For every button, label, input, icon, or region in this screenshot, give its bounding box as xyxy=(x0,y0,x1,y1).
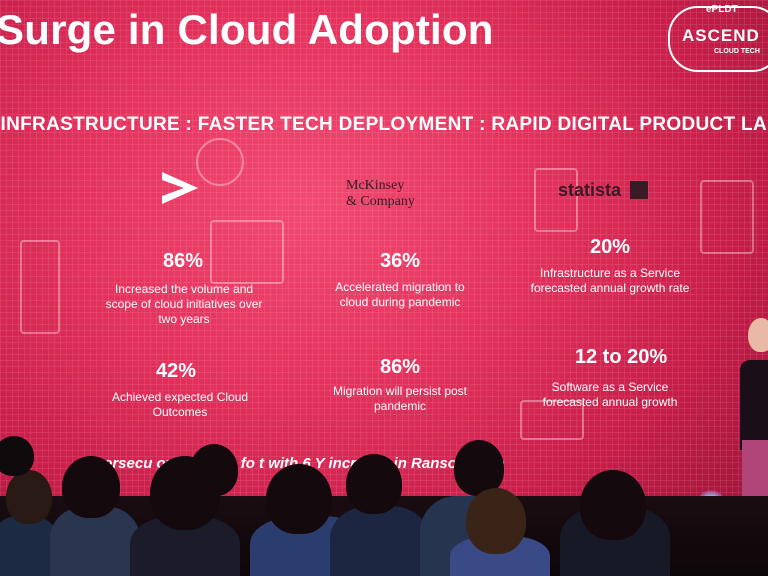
audience-head xyxy=(466,488,526,554)
audience-head xyxy=(190,444,238,496)
stat-value: 36% xyxy=(379,250,421,272)
stat-value: 86% xyxy=(379,356,421,378)
mckinsey-logo: McKinsey & Company xyxy=(346,178,415,210)
stat-value: 42% xyxy=(155,360,197,382)
audience-member xyxy=(330,506,430,576)
phone-icon xyxy=(20,240,60,334)
speaker-head xyxy=(748,318,768,352)
stat-description: Accelerated migration to cloud during pa… xyxy=(335,280,465,309)
stat-description: Achieved expected Cloud Outcomes xyxy=(111,390,249,419)
stat-description: Migration will persist post pandemic xyxy=(332,384,468,413)
mckinsey-line2: & Company xyxy=(346,194,415,209)
statista-logo: statista xyxy=(558,180,649,201)
audience-head xyxy=(346,454,402,514)
logo-main-text: ASCEND xyxy=(682,26,760,45)
slide-tagline: E INFRASTRUCTURE : FASTER TECH DEPLOYMEN… xyxy=(0,114,768,135)
stat-description: Software as a Service forecasted annual … xyxy=(542,380,678,409)
cloud-icon xyxy=(700,180,754,254)
stat-description: Infrastructure as a Service forecasted a… xyxy=(530,266,690,295)
coins-icon xyxy=(196,138,244,186)
logo-sub-text: CLOUD TECH xyxy=(714,48,760,55)
audience-head xyxy=(580,470,646,540)
speaker-skirt xyxy=(742,440,768,506)
stat-description: Increased the volume and scope of cloud … xyxy=(105,282,263,326)
audience-head xyxy=(454,440,504,496)
mckinsey-line1: McKinsey xyxy=(346,178,405,193)
audience xyxy=(0,436,768,576)
logo-top-text: ePLDT xyxy=(706,4,738,15)
accenture-logo xyxy=(162,172,198,204)
stat-value: 20% xyxy=(589,236,631,258)
audience-head xyxy=(266,464,332,534)
store-icon xyxy=(210,220,284,284)
audience-head xyxy=(6,470,52,524)
stat-value: 12 to 20% xyxy=(574,346,668,368)
slide-title: Surge in Cloud Adoption xyxy=(0,6,494,53)
speaker-top xyxy=(740,360,768,450)
mail-icon xyxy=(520,400,584,440)
event-logo: ePLDT ASCEND CLOUD TECH xyxy=(668,4,768,72)
stat-value: 86% xyxy=(162,250,204,272)
clipboard-icon xyxy=(534,168,578,232)
statista-text: statista xyxy=(558,180,622,200)
audience-head xyxy=(62,456,120,518)
statista-mark-icon xyxy=(630,181,649,199)
audience-head xyxy=(0,436,34,476)
